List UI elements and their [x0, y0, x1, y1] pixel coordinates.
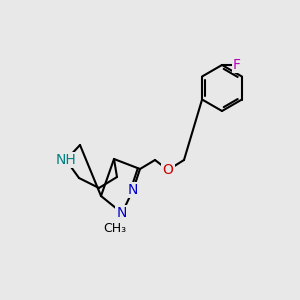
- Text: O: O: [163, 163, 173, 177]
- Text: CH₃: CH₃: [103, 221, 127, 235]
- Text: N: N: [128, 183, 138, 197]
- Text: NH: NH: [56, 153, 76, 167]
- Text: F: F: [233, 58, 241, 72]
- Text: N: N: [117, 206, 127, 220]
